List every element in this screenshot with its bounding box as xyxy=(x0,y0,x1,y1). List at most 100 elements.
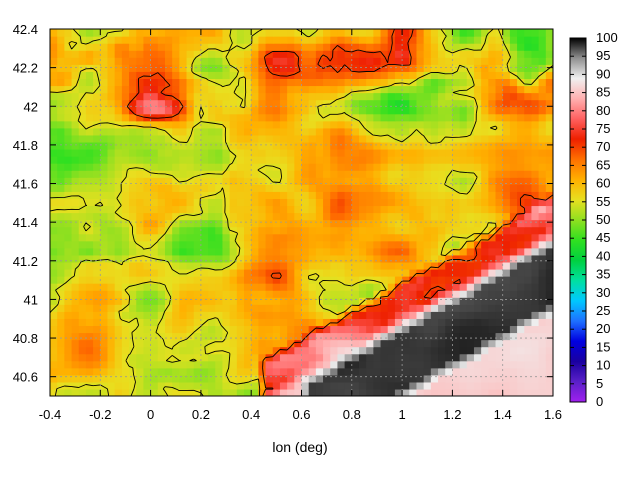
heatmap-cell xyxy=(244,318,252,327)
heatmap-cell xyxy=(509,106,518,115)
heatmap-cell xyxy=(121,43,130,51)
heatmap-cell xyxy=(208,240,216,249)
heatmap-cell xyxy=(351,240,360,249)
heatmap-cell xyxy=(517,85,525,94)
heatmap-cell xyxy=(423,332,432,341)
heatmap-cell xyxy=(136,85,145,94)
heatmap-cell xyxy=(473,247,482,256)
heatmap-cell xyxy=(50,29,58,37)
heatmap-cell xyxy=(430,113,439,122)
heatmap-cell xyxy=(387,254,396,263)
heatmap-cell xyxy=(294,247,303,256)
heatmap-cell xyxy=(459,156,468,164)
heatmap-cell xyxy=(308,332,317,341)
heatmap-cell xyxy=(229,346,238,355)
heatmap-cell xyxy=(193,304,202,312)
heatmap-cell xyxy=(244,332,252,341)
heatmap-cell xyxy=(294,261,303,270)
heatmap-cell xyxy=(459,388,468,396)
colorbar-tick-label: 35 xyxy=(596,267,610,282)
heatmap-cell xyxy=(114,226,123,235)
heatmap-cell xyxy=(344,339,353,348)
heatmap-cell xyxy=(402,71,410,80)
heatmap-cell xyxy=(200,134,209,143)
heatmap-cell xyxy=(258,205,267,214)
heatmap-cell xyxy=(488,346,497,355)
heatmap-cell xyxy=(179,311,188,319)
heatmap-cell xyxy=(272,78,281,87)
heatmap-cell xyxy=(488,141,497,150)
x-tick-label: 0.4 xyxy=(242,407,260,422)
heatmap-cell xyxy=(301,29,310,37)
heatmap-cell xyxy=(236,261,245,270)
heatmap-cell xyxy=(445,141,453,150)
heatmap-cell xyxy=(50,290,58,298)
heatmap-cell xyxy=(430,240,439,249)
heatmap-cell xyxy=(78,219,87,228)
heatmap-cell xyxy=(193,360,202,369)
heatmap-cell xyxy=(121,240,130,249)
heatmap-cell xyxy=(85,388,94,396)
heatmap-cell xyxy=(129,92,137,101)
heatmap-cell xyxy=(208,85,216,94)
heatmap-cell xyxy=(272,381,281,390)
heatmap-cell xyxy=(330,127,339,136)
heatmap-cell xyxy=(200,374,209,383)
heatmap-cell xyxy=(481,332,489,341)
heatmap-cell xyxy=(157,219,166,228)
heatmap-cell xyxy=(93,346,101,355)
heatmap-cell xyxy=(366,205,374,214)
heatmap-cell xyxy=(459,43,468,51)
heatmap-cell xyxy=(200,57,209,65)
heatmap-cell xyxy=(423,205,432,214)
heatmap-cell xyxy=(236,163,245,171)
heatmap-cell xyxy=(179,318,188,327)
heatmap-cell xyxy=(258,57,267,65)
heatmap-cell xyxy=(394,29,403,37)
heatmap-cell xyxy=(121,177,130,185)
heatmap-cell xyxy=(502,92,511,101)
heatmap-cell xyxy=(430,57,439,65)
heatmap-cell xyxy=(129,388,137,396)
heatmap-cell xyxy=(330,50,339,58)
heatmap-cell xyxy=(308,325,317,334)
heatmap-cell xyxy=(301,127,310,136)
heatmap-cell xyxy=(344,57,353,65)
heatmap-cell xyxy=(481,311,489,319)
heatmap-cell xyxy=(193,388,202,396)
heatmap-cell xyxy=(380,198,389,207)
heatmap-cell xyxy=(358,212,367,221)
heatmap-cell xyxy=(481,57,489,65)
heatmap-cell xyxy=(452,50,461,58)
heatmap-cell xyxy=(531,261,540,270)
heatmap-cell xyxy=(107,254,116,263)
heatmap-cell xyxy=(402,388,410,396)
heatmap-cell xyxy=(394,198,403,207)
heatmap-cell xyxy=(50,191,58,199)
heatmap-cell xyxy=(430,99,439,108)
heatmap-cell xyxy=(524,374,533,383)
heatmap-cell xyxy=(481,191,489,199)
heatmap-cell xyxy=(509,226,518,235)
heatmap-cell xyxy=(452,240,461,249)
heatmap-cell xyxy=(78,29,87,37)
heatmap-cell xyxy=(495,290,504,298)
heatmap-cell xyxy=(107,184,116,192)
heatmap-cell xyxy=(323,346,331,355)
heatmap-cell xyxy=(272,318,281,327)
heatmap-cell xyxy=(524,233,533,242)
heatmap-cell xyxy=(208,156,216,164)
heatmap-cell xyxy=(409,276,418,284)
heatmap-cell xyxy=(215,212,224,221)
heatmap-cell xyxy=(509,304,518,312)
heatmap-cell xyxy=(488,177,497,185)
heatmap-cell xyxy=(330,106,339,115)
heatmap-cell xyxy=(366,156,374,164)
heatmap-cell xyxy=(330,339,339,348)
heatmap-cell xyxy=(416,141,425,150)
heatmap-cell xyxy=(200,71,209,80)
heatmap-cell xyxy=(114,374,123,383)
heatmap-cell xyxy=(121,36,130,44)
heatmap-cell xyxy=(495,311,504,319)
